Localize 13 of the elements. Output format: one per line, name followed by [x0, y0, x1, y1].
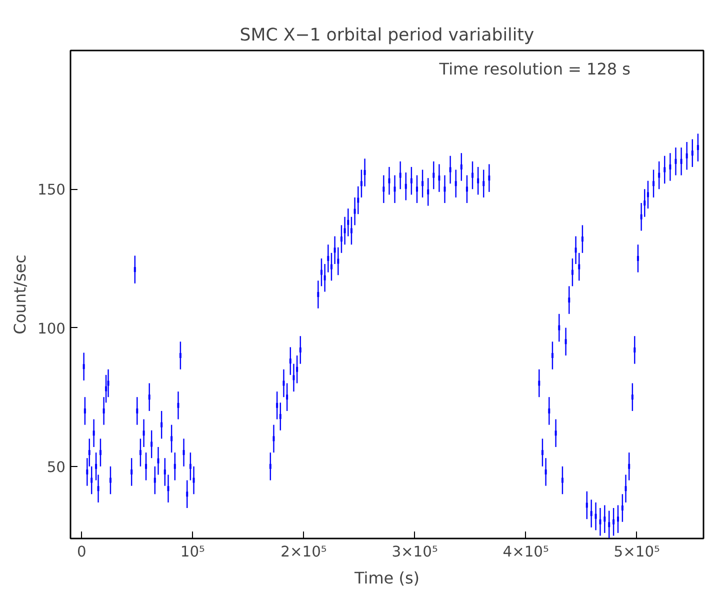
chart-title: SMC X−1 orbital period variability: [240, 26, 534, 46]
y-tick-label: 100: [38, 320, 66, 338]
x-axis-title: Time (s): [353, 568, 420, 588]
x-tick-label: 0: [76, 544, 86, 560]
y-axis-title: Count/sec: [10, 254, 30, 334]
y-tick-label: 150: [38, 182, 66, 199]
annotation: Time resolution = 128 s: [438, 60, 631, 78]
x-tick-label: 4×10⁵: [502, 544, 550, 560]
x-tick-label: 2×10⁵: [280, 544, 327, 560]
x-tick-label: 5×10⁵: [614, 544, 660, 560]
x-tick-label: 10⁵: [180, 544, 206, 560]
x-tick-label: 3×10⁵: [392, 544, 438, 560]
y-tick-label: 50: [46, 458, 66, 476]
